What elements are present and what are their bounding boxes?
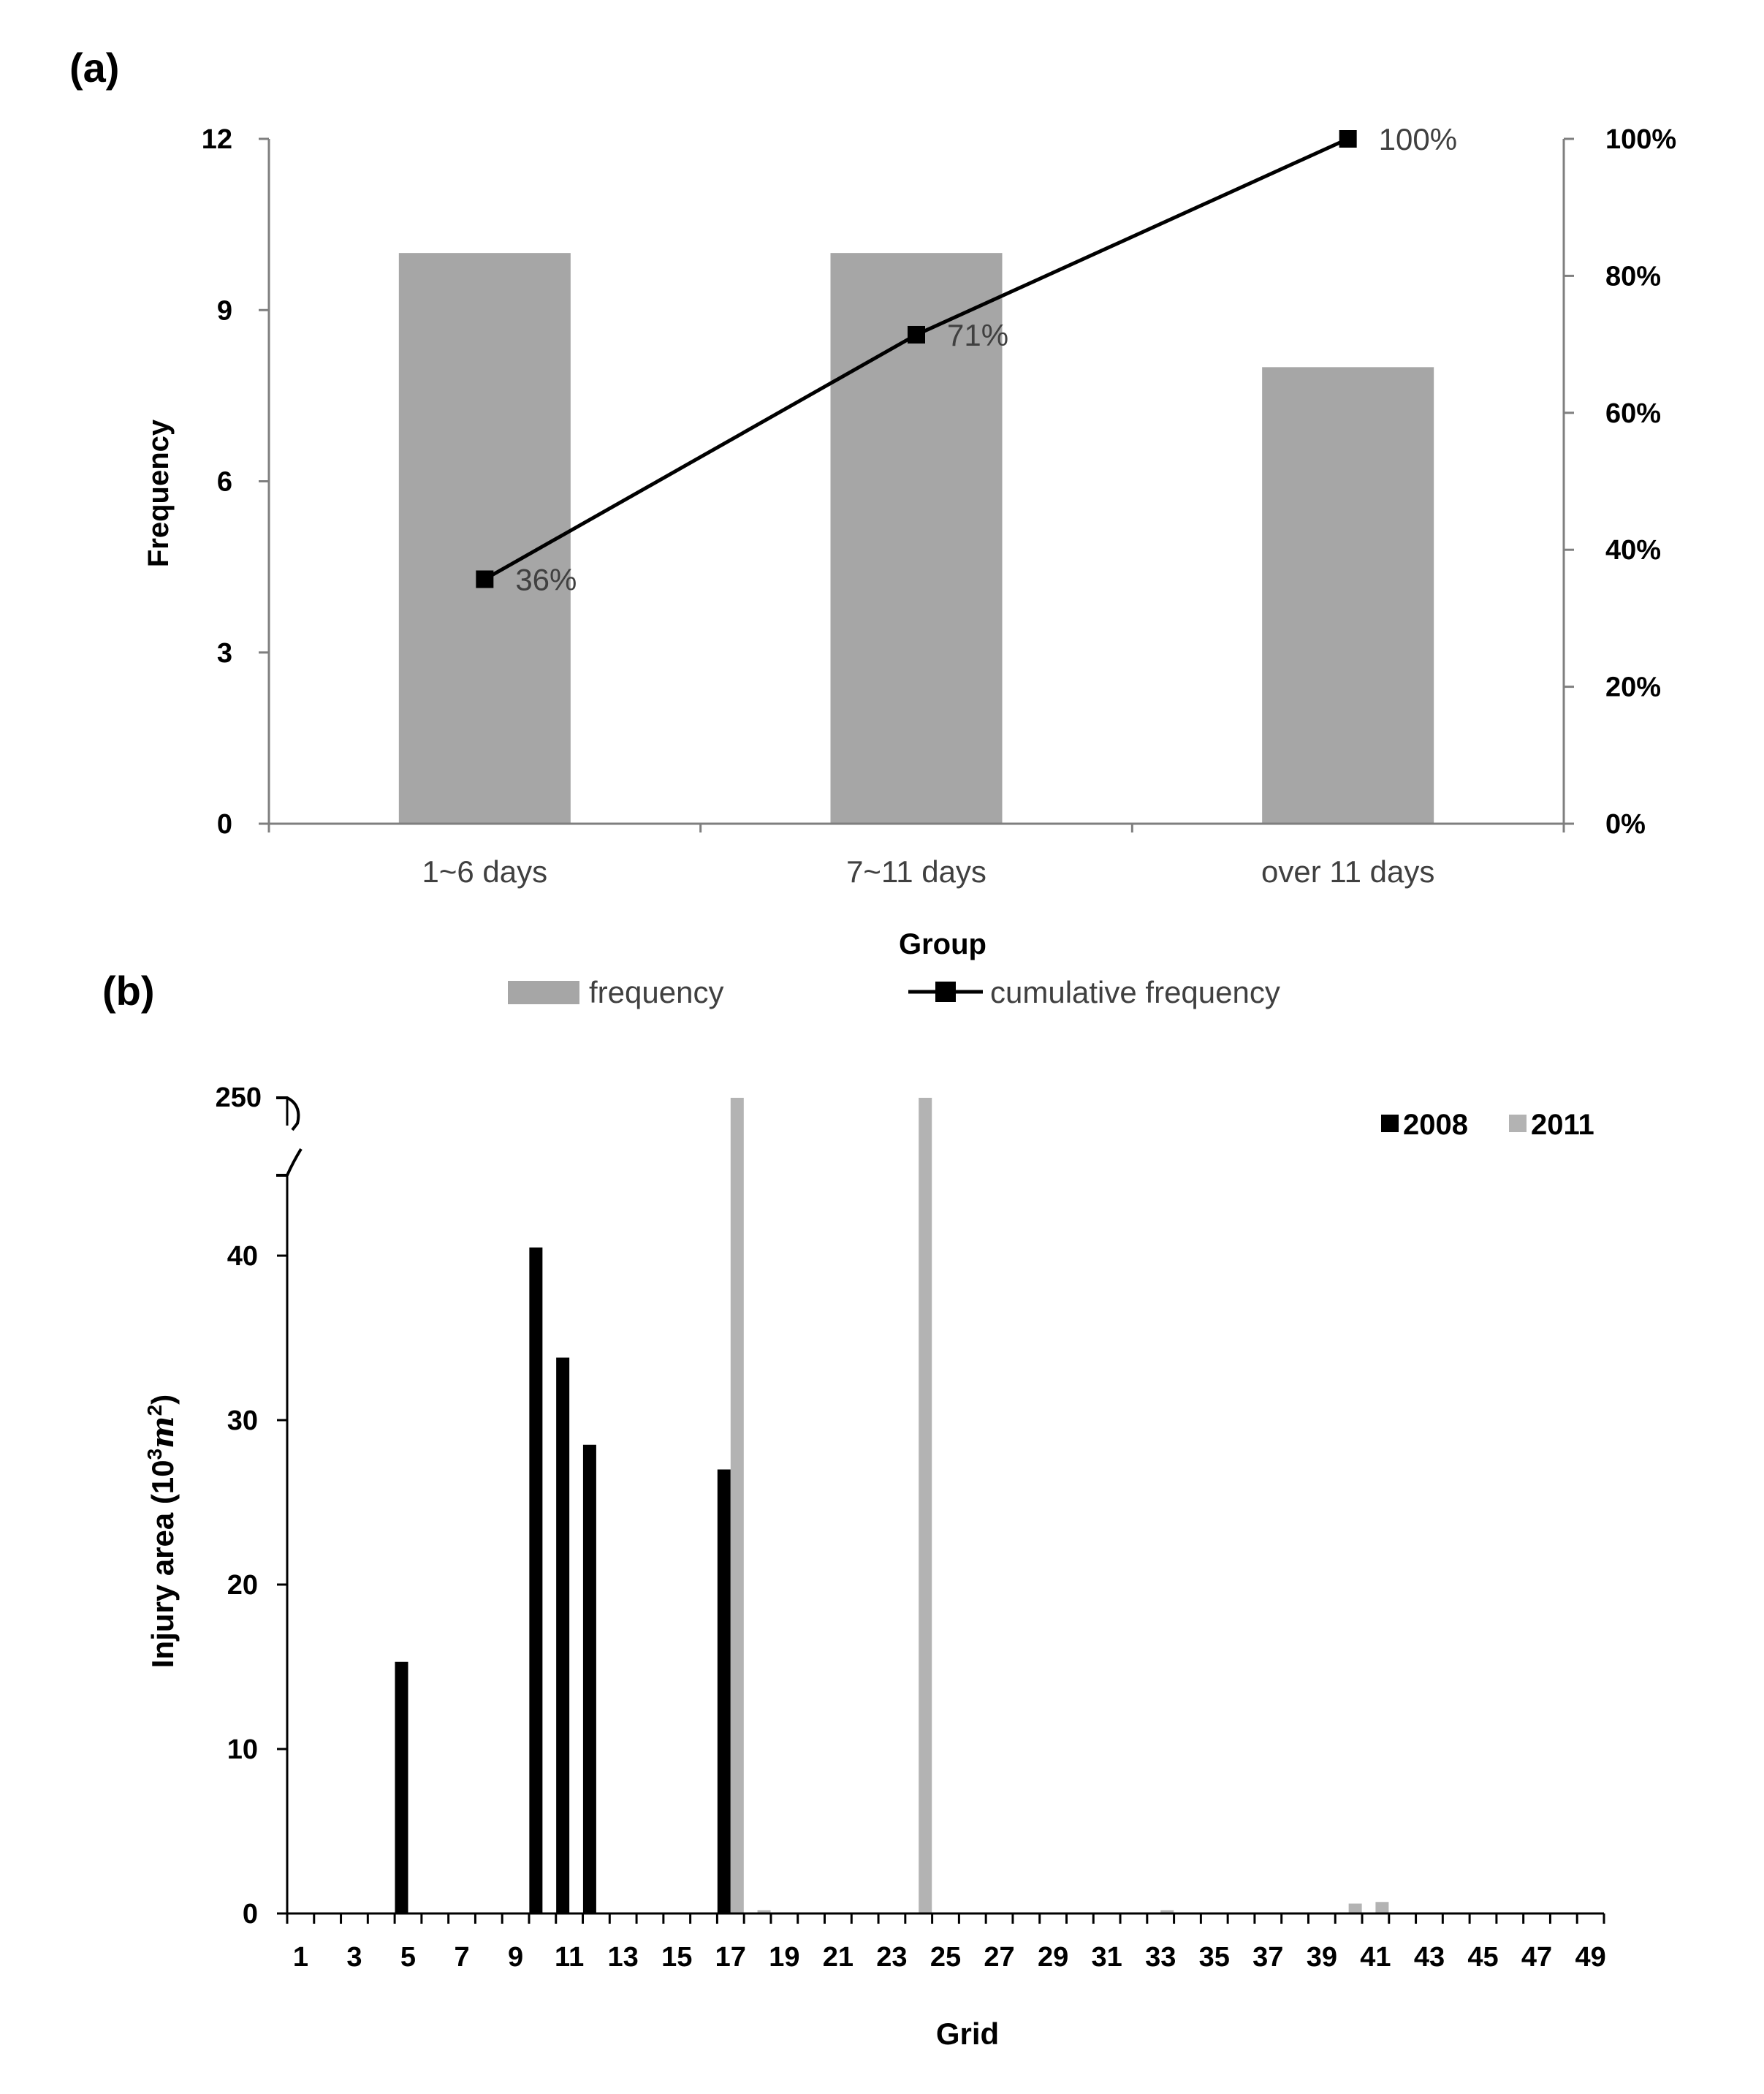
chart-b: 250 1 3 5 7 9 11 13 15 17 19 21 23 25 27 29 31 33 35 37 39 4… [143, 1082, 1606, 2051]
y2-tick-label: 80% [1605, 261, 1661, 292]
data-label-cumulative-1: 36% [515, 562, 577, 596]
x-tick-label: 29 [1038, 1942, 1068, 1973]
bar-2008-grid-17 [717, 1469, 731, 1913]
bar-2008-grid-12 [582, 1444, 596, 1913]
y2-tick-label: 100% [1605, 124, 1676, 155]
bar-frequency-2 [830, 253, 1003, 824]
x-tick-label: 17 [715, 1942, 746, 1973]
bar-2011-grid-24 [919, 1098, 932, 1913]
y-tick-label: 9 [217, 295, 232, 326]
legend-label-frequency: frequency [589, 975, 723, 1009]
panel-label-a: (a) [69, 45, 119, 91]
x-tick-label: 41 [1360, 1942, 1391, 1973]
marker-cumulative-1 [476, 570, 494, 588]
x-tick-label: 13 [608, 1942, 639, 1973]
x-tick-label: 23 [876, 1942, 907, 1973]
x-tick-label: 9 [508, 1942, 523, 1973]
y-tick-label: 30 [227, 1406, 258, 1436]
x-tick-label: 37 [1252, 1942, 1283, 1973]
chart-b-break-label: 250 [216, 1082, 262, 1113]
x-tick-label: 15 [661, 1942, 692, 1973]
x-tick-label: 19 [769, 1942, 799, 1973]
bar-2011-grid-40 [1348, 1903, 1362, 1913]
bar-frequency-1 [398, 253, 571, 824]
x-tick-label: 5 [400, 1942, 416, 1973]
panel-label-b: (b) [102, 968, 155, 1014]
x-tick-label: 47 [1521, 1942, 1552, 1973]
x-tick-label: 21 [823, 1942, 854, 1973]
bar-frequency-3 [1262, 367, 1434, 824]
marker-cumulative-3 [1339, 130, 1357, 148]
x-tick-label: 1~6 days [422, 854, 548, 889]
bar-2008-grid-11 [556, 1357, 570, 1913]
y2-tick-label: 60% [1605, 398, 1661, 429]
legend-swatch-2011 [1509, 1115, 1527, 1132]
bar-2011-grid-17 [730, 1098, 744, 1913]
axis-break-top [276, 1096, 300, 1131]
y2-tick-label: 0% [1605, 809, 1646, 840]
chart-b-legend: 2008 2011 [1381, 1109, 1594, 1141]
y-tick-label: 0 [243, 1899, 258, 1930]
chart-b-x-axis-title: Grid [936, 2017, 999, 2051]
x-tick-label: 43 [1414, 1942, 1445, 1973]
legend-marker-cumulative [935, 982, 956, 1002]
bar-2011-grid-41 [1375, 1902, 1389, 1913]
y-tick-label: 10 [227, 1734, 258, 1765]
y-tick-label: 3 [217, 638, 232, 669]
data-label-cumulative-2: 71% [947, 318, 1008, 352]
chart-a-legend: frequency cumulative frequency [508, 975, 1280, 1009]
y2-tick-label: 20% [1605, 672, 1661, 703]
legend-swatch-frequency [508, 981, 579, 1004]
chart-a-y-axis-title: Frequency [142, 419, 175, 567]
y-tick-label: 6 [217, 467, 232, 498]
legend-label-cumulative: cumulative frequency [990, 975, 1280, 1009]
chart-b-y-axis-title: Injury area (103m2) [143, 1395, 180, 1668]
bar-2011-grid-33 [1160, 1910, 1174, 1913]
x-tick-label: 45 [1467, 1942, 1498, 1973]
y2-tick-label: 40% [1605, 535, 1661, 566]
y-tick-label: 12 [202, 124, 232, 155]
x-tick-label: 7~11 days [846, 854, 986, 889]
x-tick-label: 3 [346, 1942, 362, 1973]
bar-2008-grid-5 [395, 1661, 408, 1913]
x-tick-label: 39 [1307, 1942, 1337, 1973]
data-label-cumulative-3: 100% [1379, 122, 1457, 156]
x-tick-label: 7 [454, 1942, 469, 1973]
chart-a-x-axis-title: Group [899, 928, 986, 960]
x-tick-label: 33 [1145, 1942, 1176, 1973]
x-tick-label: 31 [1092, 1942, 1122, 1973]
x-tick-label: 49 [1575, 1942, 1605, 1973]
legend-swatch-2008 [1381, 1115, 1399, 1132]
bar-2011-grid-18 [757, 1910, 771, 1913]
x-tick-label: 11 [555, 1942, 584, 1973]
x-tick-label: 27 [984, 1942, 1014, 1973]
legend-label-2011: 2011 [1531, 1109, 1594, 1141]
y-tick-label: 20 [227, 1570, 258, 1601]
axis-break-bottom [276, 1147, 303, 1177]
x-tick-label: 35 [1199, 1942, 1230, 1973]
x-tick-label: 25 [930, 1942, 961, 1973]
y-tick-label: 40 [227, 1241, 258, 1272]
chart-a: 1~6 days 7~11 days over 11 days 0 3 6 9 12 0% 20%… [142, 122, 1676, 1009]
legend-label-2008: 2008 [1403, 1109, 1468, 1141]
y-tick-label: 0 [217, 809, 232, 840]
bar-2008-grid-10 [529, 1247, 543, 1913]
x-tick-label: 1 [293, 1942, 308, 1973]
marker-cumulative-2 [908, 325, 925, 344]
x-tick-label: over 11 days [1261, 854, 1434, 889]
